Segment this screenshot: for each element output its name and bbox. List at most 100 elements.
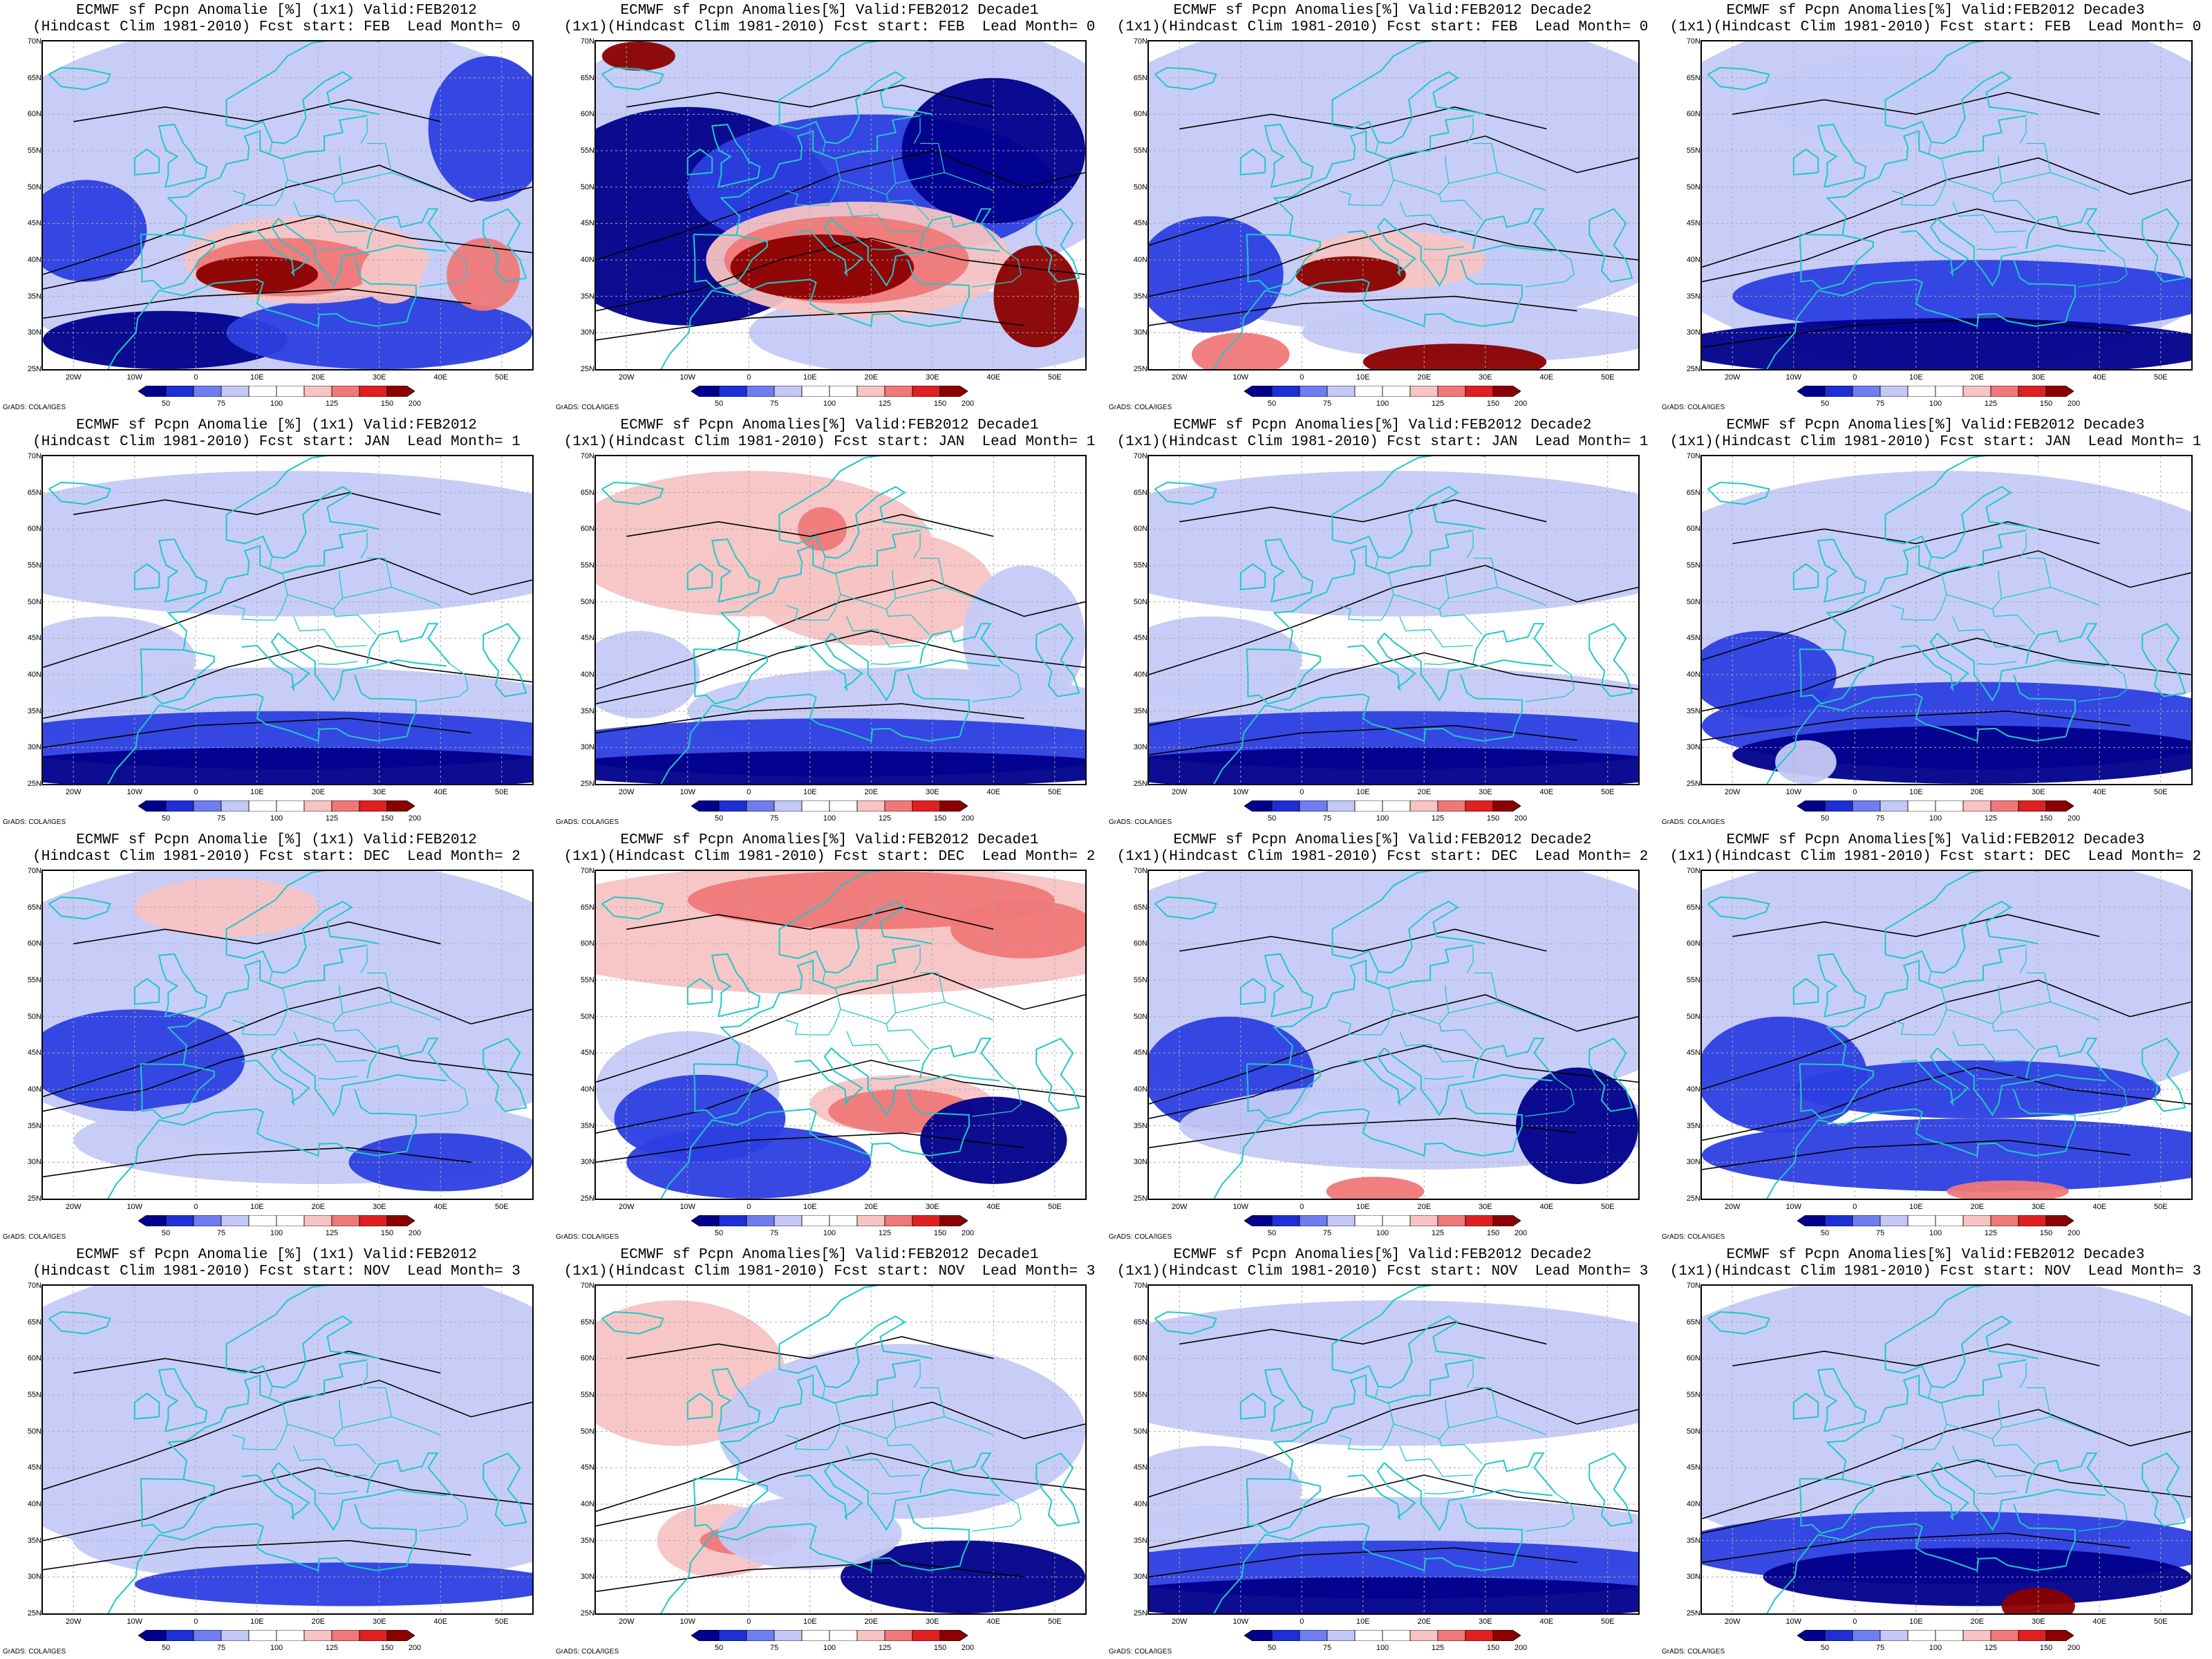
coastline [1826,944,2027,1065]
border-line [318,661,358,665]
border-line [1977,1490,2017,1494]
coastline [1273,529,1474,650]
colorbar-label: 100 [823,1229,836,1237]
colorbar-segment [1299,385,1328,397]
coastline [1239,148,1266,176]
colorbar-segment [1409,385,1438,397]
colorbar-label: 125 [325,1644,339,1652]
latitude-tick-label: 30N [27,743,41,752]
border-line [1438,1024,1483,1050]
longitude-tick-label: 50E [1600,373,1615,382]
longitude-tick-label: 0 [1300,1203,1304,1211]
isoline [1149,1118,1577,1149]
latitude-tick-label: 25N [27,1194,41,1203]
colorbar-segment [1492,800,1521,812]
coastline [2141,208,2186,283]
longitude-tick-label: 10E [1356,373,1370,382]
colorbar-label: 50 [1820,1644,1830,1652]
coastline [831,1047,1000,1116]
border-line [2078,663,2128,702]
latitude-tick-label: 50N [580,1012,594,1021]
colorbar-segment [221,1215,250,1227]
panel-subtitle: (Hindcast Clim 1981-2010) Fcst start: DE… [32,849,521,865]
border-line [1438,1438,1483,1465]
longitude-tick-label: 10W [1785,373,1802,382]
colorbar-segment [1382,385,1411,397]
colorbar-label: 100 [1929,1644,1942,1652]
isoline [596,972,1085,1083]
border-line [2078,248,2128,288]
longitude-tick-label: 40E [986,1618,1001,1626]
border-line [895,171,994,191]
coastline [779,901,932,974]
coastline [241,632,310,692]
latitude-tick-label: 45N [1133,634,1147,643]
latitude-tick-label: 60N [27,939,41,948]
latitude-tick-label: 65N [1133,1318,1147,1327]
coastline [354,1089,417,1152]
border-line [185,1479,214,1487]
isoline [1702,317,2130,348]
border-line [419,663,469,702]
latitude-tick-label: 50N [580,597,594,606]
longitude-tick-label: 30E [372,1203,386,1211]
colorbar-segment [359,1215,388,1227]
coastline [354,259,417,322]
map-area [1700,870,2193,1200]
border-line [318,246,358,250]
border-line [1338,1403,1394,1450]
coastline [2141,623,2186,697]
colorbar [1244,800,1521,812]
coastline [831,632,1000,702]
forecast-map-panel: ECMWF sf Pcpn Anomalies[%] Valid:FEB2012… [553,1244,1106,1659]
anomaly-map [1702,1286,2191,1613]
latitude-tick-label: 30N [27,1573,41,1582]
border-line [1338,158,1394,206]
colorbar-label: 50 [1267,814,1277,823]
longitude-tick-label: 20E [1970,373,1985,382]
border-line [871,661,911,665]
latitude-tick-label: 60N [1133,525,1147,534]
latitude-tick-label: 30N [1133,1158,1147,1167]
longitude-tick-label: 20E [1417,373,1432,382]
border-line [1399,1445,1474,1477]
longitude-tick-label: 40E [986,1203,1001,1211]
latitude-tick-label: 70N [1686,867,1700,875]
isoline [626,1335,994,1360]
colorbar-segment [939,1629,968,1642]
latitude-tick-label: 35N [1686,1536,1700,1545]
colorbar [1244,1215,1521,1227]
longitude-tick-label: 30E [372,1618,386,1626]
latitude-tick-label: 55N [1133,147,1147,155]
latitude-tick-label: 30N [1686,743,1700,752]
colorbar-segment [856,385,885,397]
colorbar-label: 75 [1875,1229,1885,1237]
latitude-tick-label: 50N [580,182,594,191]
colorbar-label: 100 [1376,400,1389,408]
map-area [1147,455,1640,785]
map-area [41,1284,534,1615]
isoline [1732,914,2100,937]
longitude-tick-label: 0 [1853,1618,1857,1626]
longitude-tick-label: 0 [747,1203,751,1211]
border-line [1891,158,1947,206]
colorbar-label: 150 [2039,1229,2053,1237]
colorbar-segment [303,1629,332,1642]
latitude-tick-label: 35N [1686,1121,1700,1130]
border-line [840,570,897,610]
colorbar-segment [1244,1215,1273,1227]
longitude-tick-label: 40E [433,1203,448,1211]
coastline [1707,66,1770,91]
coastline [158,1368,208,1432]
latitude-tick-label: 65N [1133,903,1147,912]
colorbar-label: 200 [1514,814,1528,823]
coastline [107,693,407,784]
isoline [1732,91,2100,115]
border-line [1991,194,2036,221]
latitude-tick-label: 40N [1686,671,1700,679]
longitude-tick-label: 40E [2092,373,2107,382]
coastline [1826,115,2027,236]
colorbar-segment [801,800,830,812]
border-line [332,194,377,221]
latitude-tick-label: 60N [27,1354,41,1363]
